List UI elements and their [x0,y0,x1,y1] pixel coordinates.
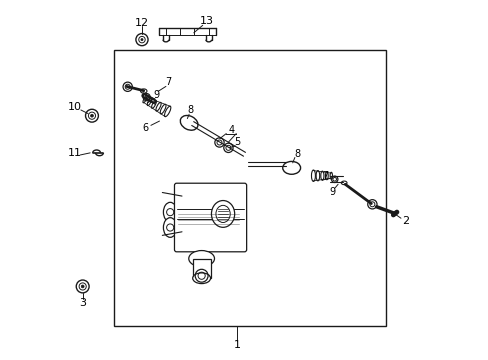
Text: 11: 11 [68,148,81,158]
FancyBboxPatch shape [174,183,246,252]
Ellipse shape [163,218,177,237]
Text: 1: 1 [233,340,241,350]
Text: 2: 2 [401,216,408,226]
Text: 10: 10 [68,102,81,112]
Text: 9: 9 [153,90,159,100]
Text: 9: 9 [328,187,334,197]
Bar [192,258,210,278]
Text: 4: 4 [228,125,234,135]
Circle shape [141,39,143,41]
Ellipse shape [211,201,234,227]
Ellipse shape [192,273,210,284]
Circle shape [90,114,93,117]
Text: 3: 3 [79,297,86,307]
Text: 7: 7 [321,171,327,181]
Bar [114,50,385,327]
Text: 5: 5 [234,138,240,148]
Ellipse shape [163,202,177,222]
Circle shape [81,285,84,288]
Text: 8: 8 [294,149,300,159]
Ellipse shape [188,251,214,267]
Text: 8: 8 [187,105,193,115]
Text: 12: 12 [135,18,149,28]
Text: 6: 6 [142,123,148,133]
Text: 13: 13 [200,16,214,26]
Ellipse shape [216,205,230,222]
Text: 7: 7 [165,77,172,87]
